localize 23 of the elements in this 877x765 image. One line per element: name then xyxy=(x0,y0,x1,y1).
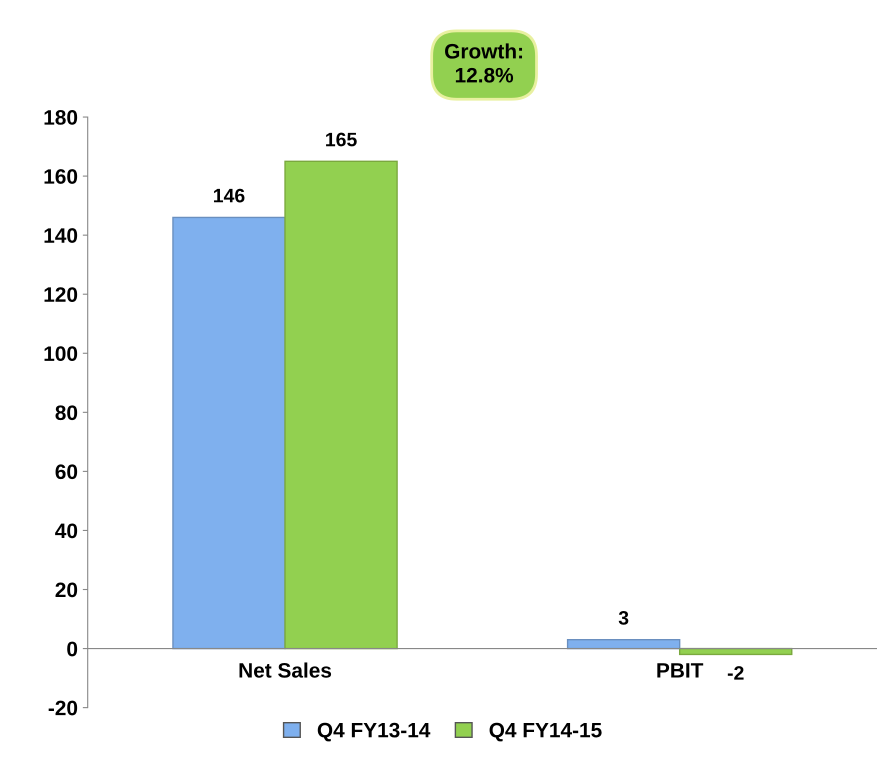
y-tick-label: 100 xyxy=(44,346,78,362)
y-tick-label: 40 xyxy=(55,523,78,538)
data-label: 3 xyxy=(618,610,628,625)
x-tick-label: Net Sales xyxy=(240,662,332,678)
bar xyxy=(566,639,680,650)
y-tick-label: 160 xyxy=(44,169,78,184)
y-tick-label: 140 xyxy=(44,228,78,243)
y-tick-label: 120 xyxy=(44,287,78,302)
legend-label: Q4 FY13-14 xyxy=(318,722,430,742)
bar xyxy=(284,160,398,650)
y-tick-label: 60 xyxy=(56,464,78,480)
legend-label: Q4 FY14-15 xyxy=(490,722,602,742)
data-label: 165 xyxy=(326,132,357,146)
y-tick-label: 180 xyxy=(44,110,78,125)
y-tick-label: 0 xyxy=(67,642,78,656)
data-label: -2 xyxy=(728,666,744,680)
y-tick-label: 80 xyxy=(55,405,78,420)
y-tick-label: -20 xyxy=(48,700,78,716)
data-label: 146 xyxy=(214,188,245,202)
y-tick-label: 20 xyxy=(56,582,78,598)
x-tick-label: PBIT xyxy=(657,663,704,678)
bar xyxy=(172,216,286,650)
text: Growth: 12.8% xyxy=(445,43,522,83)
